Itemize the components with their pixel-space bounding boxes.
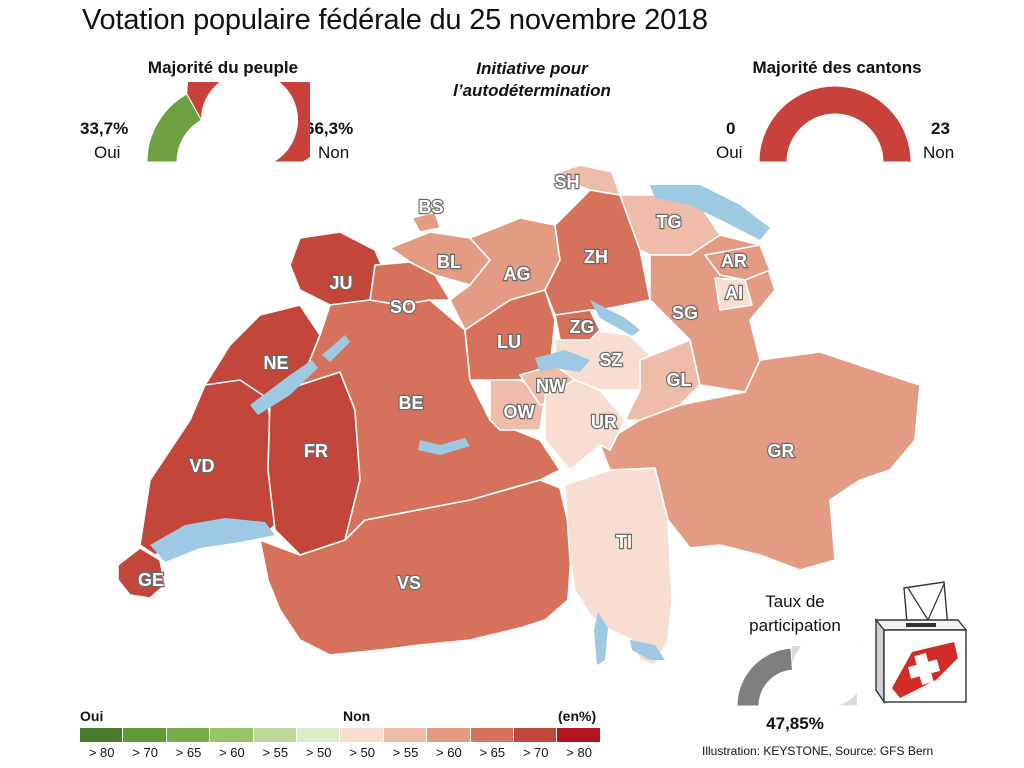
- canton-shape-ar: [704, 244, 771, 281]
- canton-label-ai: AI: [725, 283, 743, 303]
- lake-constance: [650, 185, 770, 240]
- legend-swatch: [427, 728, 471, 742]
- canton-label-tg: TG: [657, 212, 682, 232]
- legend-tick-label: > 65: [479, 745, 506, 760]
- canton-label-ju: JU: [329, 273, 352, 293]
- cantons-yes-label: Oui: [716, 143, 743, 162]
- lake-thun: [418, 438, 470, 455]
- legend-tick-label: > 50: [305, 745, 332, 760]
- cantons-majority-gauge: [758, 85, 912, 163]
- legend-tick-label: > 65: [175, 745, 202, 760]
- canton-shape-ti: [564, 467, 673, 666]
- popular-no-arc: [186, 82, 310, 163]
- popular-no-percent: 66,3%: [305, 119, 354, 138]
- lake-geneva: [150, 518, 275, 562]
- legend-tick-label: > 55: [262, 745, 289, 760]
- legend-no-label: Non: [343, 708, 371, 724]
- lakes: [150, 185, 770, 665]
- canton-shape-bs: [411, 211, 441, 233]
- canton-label-ow: OW: [504, 402, 535, 422]
- legend-tick-label: > 80: [566, 745, 592, 760]
- source-credit: Illustration: KEYSTONE, Source: GFS Bern: [702, 744, 934, 758]
- legend-swatch: [253, 728, 297, 742]
- turnout-value: 47,85%: [766, 714, 824, 733]
- canton-label-ge: GE: [138, 570, 164, 590]
- popular-majority-heading: Majorité du peuple: [147, 58, 299, 77]
- cantons-no-arc: [758, 85, 912, 163]
- turnout-gauge: [736, 646, 857, 707]
- legend-swatch: [383, 728, 428, 742]
- canton-label-zh: ZH: [584, 247, 608, 267]
- turnout-rest-arc: [790, 646, 857, 707]
- legend-tick-label: > 50: [349, 745, 375, 760]
- legend-swatch: [123, 728, 167, 742]
- popular-yes-label: Oui: [94, 143, 121, 162]
- legend-swatch: [210, 728, 254, 742]
- subject-line-2: l’autodétermination: [453, 81, 611, 100]
- legend-swatch: [557, 728, 601, 742]
- subject-line-1: Initiative pour: [476, 59, 588, 78]
- canton-label-be: BE: [398, 393, 423, 413]
- lake-biel: [322, 335, 350, 362]
- lake-zurich: [590, 300, 640, 336]
- canton-shape-ge: [117, 547, 166, 599]
- popular-majority-gauge: [146, 82, 310, 163]
- ballot-box-illustration: [874, 581, 968, 705]
- legend-tick-label: > 70: [522, 745, 549, 760]
- canton-label-fr: FR: [304, 441, 328, 461]
- canton-label-lu: LU: [497, 332, 521, 352]
- canton-label-gl: GL: [667, 370, 692, 390]
- canton-label-ti: TI: [616, 532, 632, 552]
- canton-label-bl: BL: [437, 252, 461, 272]
- legend-swatch: [470, 728, 514, 742]
- cantons-no-count: 23: [931, 119, 950, 138]
- canton-labels: SH BS TG BL AG ZH AR AI JU SO SG ZG LU N…: [137, 171, 796, 594]
- canton-shape-sh: [549, 164, 621, 196]
- legend-tick-label: > 80: [88, 745, 115, 760]
- canton-label-nw: NW: [536, 376, 566, 396]
- legend-yes-label: Oui: [80, 708, 104, 724]
- cantons-majority-heading: Majorité des cantons: [752, 58, 922, 77]
- cantons-yes-count: 0: [726, 119, 736, 138]
- page-title: Votation populaire fédérale du 25 novemb…: [82, 4, 708, 36]
- turnout-heading-line-2: participation: [749, 616, 841, 635]
- legend-swatch: [80, 728, 124, 742]
- canton-shapes: [117, 164, 921, 666]
- legend-swatch: [166, 728, 211, 742]
- canton-shape-ai: [714, 277, 753, 311]
- lake-lucerne: [535, 350, 590, 372]
- legend-tick-label: > 60: [436, 745, 462, 760]
- popular-yes-percent: 33,7%: [80, 119, 129, 138]
- cantons-no-label: Non: [923, 143, 955, 162]
- canton-label-gr: GR: [768, 441, 795, 461]
- canton-label-sg: SG: [672, 303, 698, 323]
- legend-swatch: [514, 728, 558, 742]
- popular-no-label: Non: [318, 143, 350, 162]
- legend-swatch: [340, 728, 384, 742]
- lake-lugano: [630, 640, 665, 660]
- legend-swatch: [297, 728, 341, 742]
- canton-label-ne: NE: [263, 353, 288, 373]
- legend-tick-label: > 55: [392, 745, 419, 760]
- canton-label-so: SO: [390, 297, 416, 317]
- legend-tick-label: > 70: [132, 745, 158, 760]
- canton-label-sh: SH: [554, 172, 579, 192]
- legend-unit: (en%): [558, 708, 597, 724]
- canton-label-zg: ZG: [570, 317, 595, 337]
- canton-label-ur: UR: [591, 412, 617, 432]
- canton-label-vd: VD: [189, 456, 214, 476]
- turnout-heading-line-1: Taux de: [765, 592, 825, 611]
- canton-label-ar: AR: [721, 251, 747, 271]
- canton-label-vs: VS: [397, 573, 421, 593]
- canton-label-ag: AG: [504, 264, 531, 284]
- canton-label-sz: SZ: [599, 350, 622, 370]
- legend-tick-label: > 60: [219, 745, 245, 760]
- canton-label-bs: BS: [418, 197, 443, 217]
- lake-maggiore: [594, 612, 608, 665]
- lake-neuchatel: [250, 360, 318, 415]
- turnout-value-arc: [736, 647, 794, 707]
